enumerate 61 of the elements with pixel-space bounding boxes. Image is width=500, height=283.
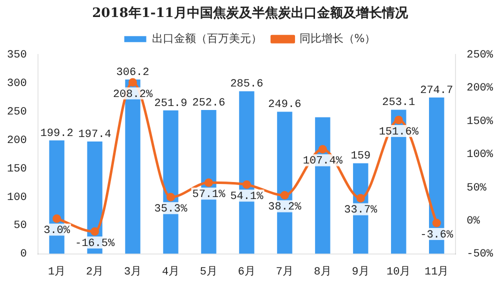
y2-tick-label: -50% <box>466 248 494 261</box>
data-label: 57.1% <box>192 189 226 202</box>
x-tick-label: 1月 <box>48 265 66 278</box>
data-label: 251.9 <box>154 98 188 110</box>
x-tick-label: 3月 <box>124 265 142 278</box>
data-label: 306.2 <box>116 66 150 79</box>
point <box>318 145 327 154</box>
point <box>166 192 175 202</box>
data-label: 252.6 <box>192 97 226 110</box>
data-label: 199.2 <box>40 128 74 140</box>
point <box>356 194 365 202</box>
data-label: 159 <box>350 150 371 163</box>
point <box>128 78 138 87</box>
data-label: 249.6 <box>268 99 302 112</box>
y-tick-label: 150 <box>6 163 27 176</box>
y-tick-label: 0 <box>20 248 27 261</box>
data-label: 151.6% <box>378 126 419 138</box>
data-label: 197.4 <box>78 128 112 141</box>
data-label: 3.0% <box>44 225 70 238</box>
data-label: 253.1 <box>382 97 416 110</box>
y2-tick-label: 100% <box>466 149 494 162</box>
point <box>90 227 100 236</box>
data-label: 208.2% <box>112 88 153 101</box>
data-label: -3.6% <box>420 229 454 242</box>
point <box>204 178 213 187</box>
x-tick-label: 10月 <box>386 265 411 278</box>
y-tick-label: 50 <box>14 220 27 232</box>
data-label: 33.7% <box>344 204 378 217</box>
y2-tick-label: 250% <box>466 50 494 62</box>
point <box>394 116 403 124</box>
x-tick-label: 4月 <box>162 265 180 278</box>
data-label: 54.1% <box>230 191 264 204</box>
y-tick-label: 300 <box>6 78 27 90</box>
data-label: 274.7 <box>420 84 454 97</box>
legend-label: 出口金额（百万美元） <box>152 32 262 45</box>
data-label: 38.2% <box>268 202 302 214</box>
point <box>52 214 62 223</box>
y-tick-label: 250 <box>6 106 27 118</box>
y2-tick-label: 200% <box>466 82 494 95</box>
point <box>280 190 289 200</box>
x-tick-label: 9月 <box>352 265 370 278</box>
y2-tick-label: 50% <box>466 182 487 194</box>
data-label: -16.5% <box>74 238 115 250</box>
x-tick-label: 2月 <box>86 265 104 278</box>
y-tick-label: 100 <box>6 192 27 204</box>
y2-tick-label: 150% <box>466 116 494 128</box>
data-label: 35.3% <box>154 204 188 216</box>
point <box>242 180 251 189</box>
x-tick-label: 7月 <box>276 265 294 278</box>
x-tick-label: 11月 <box>424 265 449 278</box>
y2-tick-label: 0% <box>466 216 480 228</box>
x-tick-label: 5月 <box>200 265 218 278</box>
x-tick-label: 6月 <box>238 265 256 278</box>
x-tick-label: 8月 <box>314 265 332 278</box>
point <box>432 218 441 228</box>
legend-label: 同比增长（%） <box>299 32 376 45</box>
data-label: 107.4% <box>302 156 343 168</box>
y-tick-label: 200 <box>6 134 27 147</box>
chart-title: 2018年1-11月中国焦炭及半焦炭出口金额及增长情况 <box>92 5 409 22</box>
y-tick-label: 350 <box>6 50 27 62</box>
data-label: 285.6 <box>230 78 264 91</box>
